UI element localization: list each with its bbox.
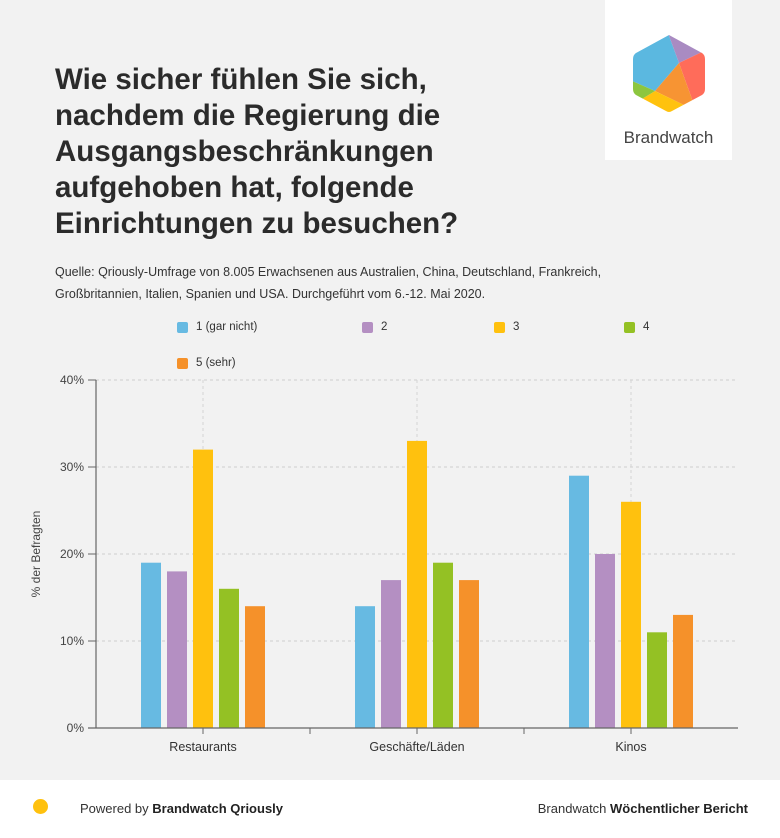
bar[interactable] [647, 632, 667, 728]
legend-swatch [624, 321, 635, 333]
bar[interactable] [167, 571, 187, 728]
y-axis-label: % der Befragten [29, 511, 43, 598]
bar[interactable] [355, 606, 375, 728]
legend-swatch [177, 357, 188, 369]
legend-item[interactable]: 1 (gar nicht) [177, 321, 257, 333]
legend-label: 3 [513, 321, 520, 333]
legend-label: 1 (gar nicht) [196, 321, 258, 333]
x-tick-label: Kinos [615, 740, 646, 754]
bar[interactable] [219, 588, 239, 728]
bar-chart: 0% 10% 20% 30% 40% Restaurants Geschäfte/Läden… [29, 373, 738, 754]
powered-by-brand[interactable]: Brandwatch Qriously [152, 801, 284, 816]
logo-text: Brandwatch [623, 128, 714, 147]
brandwatch-hexagon-icon [633, 35, 705, 112]
x-tick-label: Geschäfte/Läden [369, 740, 464, 754]
report-brand: Brandwatch [537, 801, 611, 816]
bar[interactable] [673, 614, 693, 728]
legend-label: 5 (sehr) [196, 357, 236, 369]
report-title: Wöchentlicher Bericht [610, 801, 748, 816]
legend-swatch [362, 321, 373, 333]
bar[interactable] [407, 440, 427, 728]
bar[interactable] [595, 554, 615, 728]
bar[interactable] [381, 580, 401, 728]
legend-item[interactable]: 2 [362, 321, 387, 333]
legend-item[interactable]: 3 [494, 321, 519, 333]
footer: Powered by Brandwatch Qriously Brandwatc… [0, 780, 780, 838]
logo-segment [655, 63, 697, 112]
legend-swatch [177, 321, 188, 333]
qriously-dot-icon [33, 799, 48, 814]
bar[interactable] [433, 562, 453, 728]
y-tick-label: 10% [60, 634, 84, 648]
chart-title: Wie sicher fühlen Sie sich, nachdem die … [55, 63, 459, 240]
y-tick-label: 40% [60, 373, 84, 387]
bar[interactable] [621, 501, 641, 728]
y-tick-label: 0% [67, 721, 85, 735]
y-tick-label: 20% [60, 547, 84, 561]
logo-segment [633, 81, 655, 112]
powered-by-text: Powered by Brandwatch Qriously [80, 801, 283, 816]
bar[interactable] [141, 562, 161, 728]
legend-swatch [494, 321, 505, 333]
brandwatch-logo[interactable]: Brandwatch [605, 0, 732, 160]
legend-label: 4 [643, 321, 650, 333]
bar[interactable] [245, 606, 265, 728]
bar[interactable] [193, 449, 213, 728]
report-name: Brandwatch Wöchentlicher Bericht [538, 801, 748, 816]
legend-item[interactable]: 5 (sehr) [177, 357, 236, 369]
legend-item[interactable]: 4 [624, 321, 649, 333]
bar[interactable] [459, 580, 479, 728]
powered-by-prefix: Powered by [80, 801, 153, 816]
source-note: Quelle: Qriously-Umfrage von 8.005 Erwac… [55, 265, 602, 301]
legend-label: 2 [381, 321, 388, 333]
x-tick-label: Restaurants [169, 740, 236, 754]
bar[interactable] [569, 475, 589, 728]
y-tick-label: 30% [60, 460, 84, 474]
